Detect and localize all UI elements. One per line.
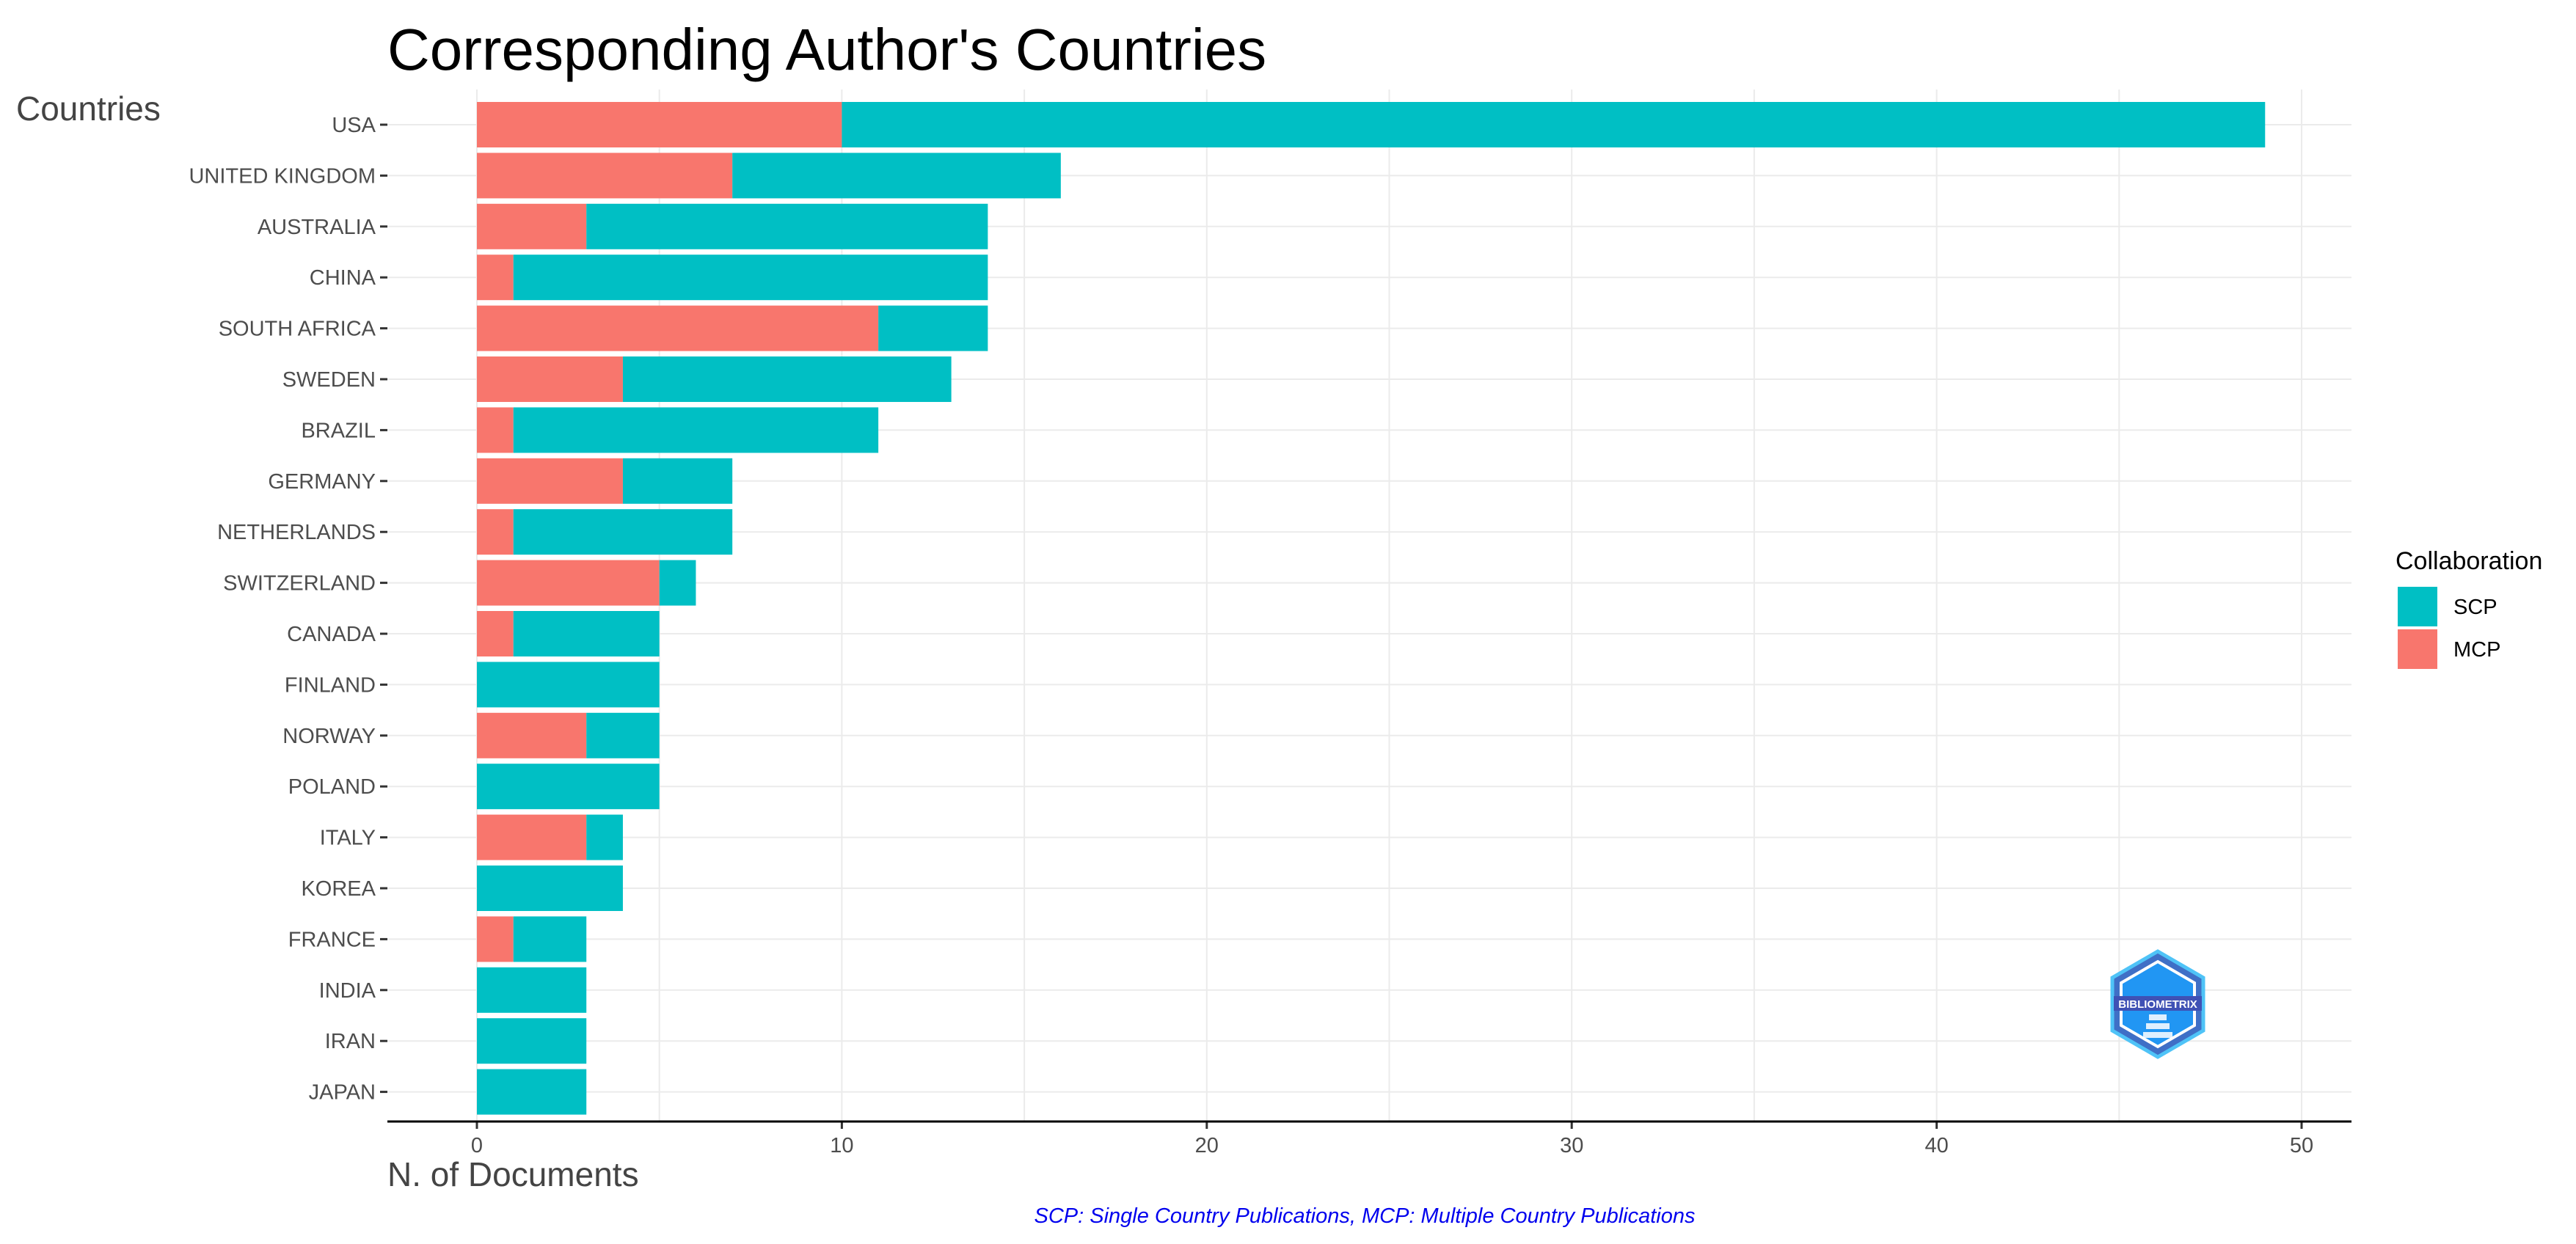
y-tick-label: POLAND [288, 775, 376, 799]
legend-swatch-scp [2398, 587, 2437, 626]
y-tick-label: FRANCE [288, 928, 376, 951]
y-tick-label: CANADA [287, 623, 376, 646]
chart-title: Corresponding Author's Countries [387, 17, 1266, 82]
legend-label-mcp: MCP [2453, 638, 2500, 662]
bar-mcp-sweden [477, 356, 623, 402]
bar-mcp-norway [477, 712, 587, 758]
y-tick-label: UNITED KINGDOM [189, 164, 376, 188]
bar-mcp-usa [477, 102, 842, 147]
bar-scp-india [477, 967, 587, 1013]
bar-scp-netherlands [513, 509, 733, 555]
bar-scp-iran [477, 1018, 587, 1064]
bar-scp-france [513, 916, 587, 962]
y-tick-label: SOUTH AFRICA [219, 318, 376, 341]
bars [477, 102, 2266, 1115]
bar-mcp-switzerland [477, 560, 660, 606]
bar-scp-norway [586, 712, 660, 758]
bar-mcp-brazil [477, 407, 514, 453]
y-tick-label: USA [332, 114, 376, 137]
y-tick-label: SWITZERLAND [223, 572, 376, 596]
logo-text: BIBLIOMETRIX [2118, 998, 2197, 1011]
bar-scp-australia [586, 203, 988, 249]
y-tick-label: AUSTRALIA [258, 216, 376, 239]
bar-scp-canada [513, 611, 660, 656]
bar-scp-italy [586, 814, 623, 860]
legend: Collaboration SCP MCP [2396, 547, 2542, 669]
bar-scp-sweden [622, 356, 952, 402]
bar-scp-china [513, 255, 988, 301]
bar-mcp-netherlands [477, 509, 514, 555]
x-tick-label: 20 [1195, 1134, 1219, 1157]
legend-title: Collaboration [2396, 547, 2542, 575]
chart-caption: SCP: Single Country Publications, MCP: M… [1034, 1204, 1695, 1228]
x-axis-title: N. of Documents [387, 1155, 639, 1193]
legend-label-scp: SCP [2453, 596, 2497, 619]
bibliometrix-logo: BIBLIOMETRIX [2110, 949, 2205, 1059]
bar-mcp-italy [477, 814, 587, 860]
bar-mcp-china [477, 255, 514, 301]
bar-scp-korea [477, 866, 623, 911]
bar-mcp-south-africa [477, 305, 879, 351]
y-tick-label: JAPAN [309, 1081, 376, 1105]
y-tick-label: NETHERLANDS [217, 521, 376, 544]
bar-scp-switzerland [659, 560, 696, 606]
bar-mcp-united-kingdom [477, 153, 733, 199]
bar-mcp-australia [477, 203, 587, 249]
y-tick-label: KOREA [301, 877, 376, 901]
y-tick-label: GERMANY [268, 470, 376, 494]
y-tick-label: NORWAY [282, 725, 376, 748]
x-tick-label: 40 [1924, 1134, 1948, 1157]
bar-scp-japan [477, 1069, 587, 1115]
x-axis-ticks: 0 10 20 30 40 50 [471, 1122, 2313, 1157]
bar-mcp-germany [477, 458, 623, 504]
legend-swatch-mcp [2398, 629, 2437, 669]
y-axis-ticks: USA UNITED KINGDOM AUSTRALIA CHINA SOUTH AFR… [189, 114, 387, 1105]
x-tick-label: 30 [1560, 1134, 1583, 1157]
y-tick-label: BRAZIL [301, 419, 376, 442]
bar-scp-south-africa [878, 305, 988, 351]
y-tick-label: IRAN [325, 1030, 376, 1053]
bar-mcp-canada [477, 611, 514, 656]
bar-scp-germany [622, 458, 733, 504]
y-tick-label: FINLAND [285, 673, 376, 697]
bar-scp-finland [477, 662, 660, 708]
x-tick-label: 10 [830, 1134, 853, 1157]
bar-scp-united-kingdom [732, 153, 1061, 199]
bar-scp-brazil [513, 407, 879, 453]
y-tick-label: SWEDEN [282, 368, 376, 392]
x-tick-label: 50 [2290, 1134, 2313, 1157]
y-tick-label: CHINA [310, 266, 376, 290]
bar-scp-usa [842, 102, 2266, 147]
bar-scp-poland [477, 764, 660, 810]
y-tick-label: ITALY [320, 827, 376, 850]
x-tick-label: 0 [471, 1134, 483, 1157]
y-axis-title: Countries [16, 89, 161, 128]
y-tick-label: INDIA [319, 979, 376, 1003]
bar-mcp-france [477, 916, 514, 962]
